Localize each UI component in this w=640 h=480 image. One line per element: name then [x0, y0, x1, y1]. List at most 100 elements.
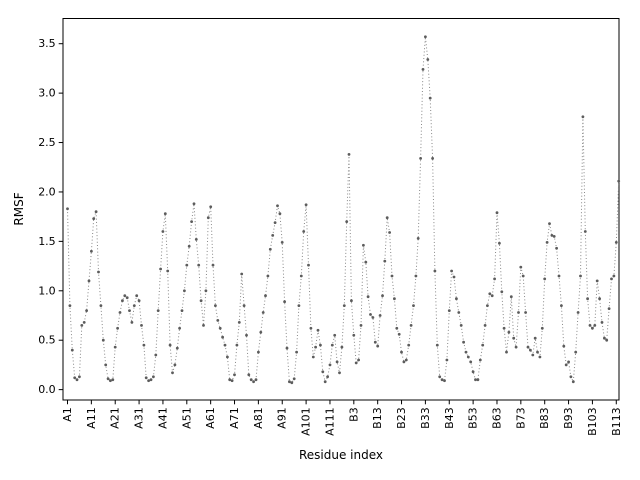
data-point [245, 333, 248, 337]
data-point [381, 294, 384, 298]
data-point [395, 326, 399, 330]
data-point [85, 309, 88, 312]
data-point [481, 343, 485, 347]
data-point [276, 204, 279, 208]
data-point [235, 343, 239, 347]
data-point [223, 343, 227, 347]
data-point [161, 230, 165, 233]
data-point [591, 326, 594, 330]
data-point [152, 375, 155, 379]
data-point [273, 221, 277, 225]
data-point [612, 274, 616, 278]
x-tick-label: A71 [228, 407, 241, 429]
data-point [459, 324, 463, 327]
data-point [445, 358, 449, 362]
data-point [175, 346, 179, 350]
y-tick-label: 3.5 [38, 37, 56, 50]
data-point [326, 375, 329, 379]
data-point [488, 292, 492, 296]
data-point [297, 304, 301, 307]
data-point [302, 230, 306, 233]
data-point [476, 378, 480, 382]
data-point [204, 289, 208, 293]
data-point [514, 345, 518, 349]
data-point [335, 360, 339, 364]
data-point [90, 249, 93, 253]
data-point [359, 324, 363, 327]
data-point [218, 326, 222, 330]
data-point [579, 274, 582, 278]
x-tick-label: B53 [467, 407, 480, 429]
data-point [104, 363, 108, 367]
data-point [292, 377, 296, 381]
x-tick-label: B13 [371, 407, 384, 429]
data-point [128, 309, 131, 312]
data-point [268, 247, 272, 251]
data-point [252, 380, 256, 384]
data-point [97, 270, 100, 274]
data-point [576, 311, 580, 314]
x-tick-label: A101 [300, 407, 313, 436]
data-point [259, 330, 263, 334]
data-point [414, 274, 418, 278]
x-tick-label: B63 [490, 407, 503, 429]
data-point [187, 244, 191, 248]
data-point [82, 321, 86, 324]
data-point [574, 350, 578, 354]
data-point [73, 376, 77, 380]
data-point [354, 361, 358, 365]
data-point [192, 202, 196, 206]
data-point [214, 304, 217, 307]
data-point [457, 311, 461, 314]
data-point [397, 332, 401, 336]
data-point [502, 326, 506, 330]
data-point [123, 294, 127, 298]
data-point [390, 274, 394, 278]
data-point [242, 304, 246, 307]
data-point [383, 259, 387, 263]
data-point [450, 269, 453, 273]
data-point [154, 353, 158, 357]
y-tick-label: 2.0 [38, 185, 56, 198]
data-point [452, 275, 456, 279]
data-point [519, 265, 523, 269]
data-point [462, 340, 465, 344]
data-point [118, 311, 122, 314]
data-point [345, 220, 349, 224]
y-tick-label: 3.0 [38, 87, 56, 100]
data-point [595, 279, 599, 283]
x-tick-label: B83 [538, 407, 551, 429]
data-point [588, 324, 592, 327]
data-point [78, 375, 81, 379]
data-point [564, 363, 568, 367]
data-point [249, 378, 253, 382]
x-tick-label: B23 [395, 407, 408, 429]
y-tick-label: 0.0 [38, 383, 56, 396]
x-tick-label: B3 [347, 407, 360, 422]
data-point [173, 363, 177, 367]
data-point [443, 379, 446, 383]
data-point [438, 375, 442, 379]
data-point [106, 377, 110, 381]
data-point [498, 241, 501, 245]
data-point [261, 311, 265, 314]
data-point [607, 307, 611, 310]
data-point [278, 212, 282, 216]
data-point [99, 304, 103, 307]
data-point [92, 217, 96, 221]
y-tick-label: 2.5 [38, 136, 56, 149]
data-point [495, 211, 499, 215]
data-point [536, 350, 539, 354]
data-point [166, 269, 170, 273]
data-point [593, 324, 597, 327]
data-point [190, 220, 194, 224]
data-point [116, 326, 119, 330]
x-tick-label: B33 [419, 407, 432, 429]
data-point [586, 297, 589, 301]
x-tick-label: A31 [133, 407, 146, 429]
x-tick-label: B113 [610, 407, 623, 436]
data-point [531, 353, 535, 357]
data-point [233, 373, 236, 377]
data-point [321, 370, 325, 374]
data-point [538, 355, 542, 359]
